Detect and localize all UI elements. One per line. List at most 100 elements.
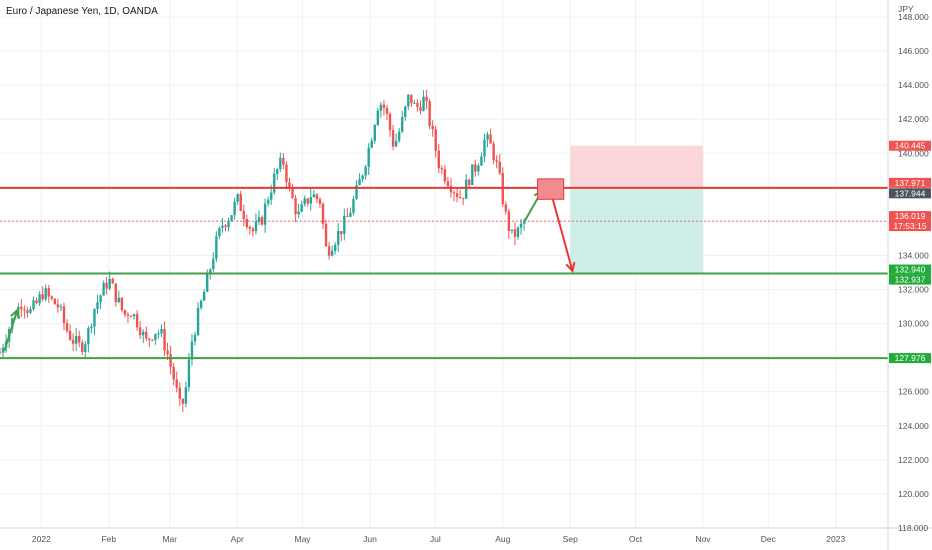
candle-body	[434, 129, 437, 151]
candle-body	[221, 225, 224, 228]
candle-body	[178, 387, 181, 399]
candle-body	[248, 227, 252, 229]
early-up-arrow	[3, 309, 19, 352]
candle-body	[181, 398, 185, 404]
candle-body	[269, 192, 273, 200]
candle-body	[519, 223, 523, 228]
drawings	[3, 178, 576, 352]
candle-body	[135, 314, 139, 328]
candle-body	[202, 291, 206, 301]
horizontal-levels[interactable]	[0, 186, 888, 360]
candle-body	[285, 164, 288, 183]
candle-body	[111, 278, 114, 284]
candle-body	[266, 199, 270, 204]
x-tick-label: Apr	[231, 534, 244, 544]
candle-body	[74, 336, 78, 344]
candle-body	[206, 273, 209, 292]
candle-body	[443, 168, 447, 182]
chart-title: Euro / Japanese Yen, 1D, OANDA	[6, 6, 158, 17]
candle-body	[120, 297, 124, 311]
candle-body	[279, 157, 282, 170]
candle-body	[20, 306, 23, 310]
stop-level-label: 140.445	[895, 141, 926, 151]
candle-body	[78, 336, 81, 343]
x-tick-label: Oct	[629, 534, 643, 544]
candle-body	[175, 379, 178, 388]
entry-box	[537, 178, 565, 200]
down-arrow-head	[565, 261, 576, 273]
candle-body	[419, 107, 422, 111]
candle-body	[321, 203, 325, 224]
candle-body	[53, 298, 57, 305]
y-tick-label: 134.000	[898, 250, 929, 260]
time-axis[interactable]: 2022 Feb Mar Apr May Jun Jul Aug Sep Oct Nov Dec 202…	[32, 534, 846, 544]
y-tick-label: 144.000	[898, 80, 929, 90]
candle-body	[452, 192, 456, 194]
candle-body	[26, 310, 29, 313]
candle-body	[370, 140, 373, 148]
candle-body	[373, 125, 376, 141]
y-tick-label: 142.000	[898, 114, 929, 124]
down-arrow	[551, 199, 574, 272]
candle-body	[50, 296, 53, 299]
y-tick-label: 132.000	[898, 285, 929, 295]
candle-body	[513, 229, 517, 237]
currency-label: JPY	[898, 4, 914, 14]
candle-body	[330, 250, 334, 256]
candle-body	[340, 231, 343, 235]
x-tick-label: 2023	[826, 534, 845, 544]
target-level-label: 132.937	[895, 275, 926, 285]
candle-body	[151, 339, 154, 341]
entry-level-label: 137.971	[895, 178, 926, 188]
candle-body	[288, 182, 291, 188]
candle-body	[425, 96, 428, 102]
candle-body	[385, 107, 389, 114]
candle-body	[123, 310, 127, 315]
candle-body	[230, 215, 233, 221]
candle-body	[483, 139, 486, 157]
candle-body	[413, 102, 416, 104]
candle-body	[318, 199, 322, 204]
candle-body	[157, 333, 160, 335]
candle-body	[449, 186, 453, 193]
candles	[0, 89, 526, 413]
candle-body	[148, 338, 151, 340]
candle-body	[303, 198, 306, 205]
candle-body	[324, 223, 328, 247]
x-tick-label: Feb	[101, 534, 116, 544]
y-tick-label: 120.000	[898, 489, 929, 499]
candle-body	[379, 104, 383, 111]
candle-body	[300, 204, 303, 212]
candle-body	[239, 194, 242, 212]
candle-body	[397, 131, 401, 141]
candle-body	[260, 217, 264, 225]
candle-body	[35, 300, 38, 304]
candle-body	[160, 328, 163, 334]
candle-body	[47, 288, 50, 297]
candle-body	[0, 352, 2, 354]
candle-body	[138, 327, 142, 336]
y-tick-label: 122.000	[898, 455, 929, 465]
candle-body	[468, 179, 471, 186]
candle-body	[327, 246, 331, 256]
position-zones	[570, 145, 703, 274]
candle-body	[291, 187, 294, 199]
x-tick-label: Jun	[363, 534, 377, 544]
candle-body	[99, 295, 102, 303]
candle-body	[376, 110, 380, 126]
stop-zone	[570, 145, 703, 188]
target-zone	[570, 187, 703, 274]
candle-body	[44, 288, 47, 300]
candle-body	[190, 341, 194, 360]
candle-body	[29, 309, 32, 313]
candle-body	[196, 308, 200, 335]
candle-body	[93, 309, 96, 327]
candle-body	[90, 326, 93, 329]
support-line-label-bg	[889, 353, 931, 364]
x-tick-label: May	[294, 534, 311, 544]
candle-body	[145, 331, 148, 339]
candle-body	[276, 169, 279, 174]
candle-body	[458, 197, 462, 199]
candle-body	[355, 185, 358, 199]
